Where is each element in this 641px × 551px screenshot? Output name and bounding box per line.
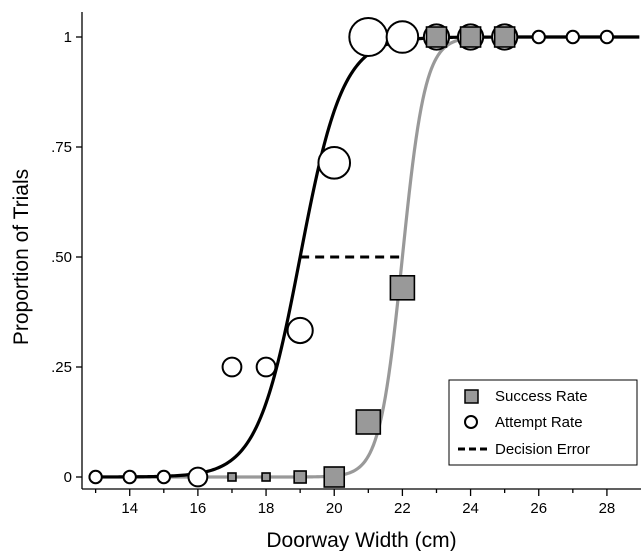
attempt-rate-point <box>122 469 137 485</box>
data-points <box>88 17 615 488</box>
success-rate-point <box>425 26 448 48</box>
attempt-rate-point <box>156 469 172 485</box>
y-axis-label: Proportion of Trials <box>10 169 33 345</box>
fit-curves <box>88 35 640 479</box>
attempt-rate-point <box>317 146 352 180</box>
x-tick-label: 16 <box>190 500 207 517</box>
success-rate-point <box>459 26 482 48</box>
attempt-rate-point <box>286 316 314 345</box>
success-rate-point <box>293 470 307 484</box>
attempt-rate-point <box>531 29 546 45</box>
attempt-rate-point <box>565 29 581 45</box>
y-tick-label: 0 <box>64 469 72 486</box>
success-rate-point <box>355 409 382 435</box>
y-tick-label: .75 <box>51 139 72 156</box>
attempt-rate-point <box>221 356 243 378</box>
success-rate-point <box>323 466 346 488</box>
x-tick-label: 20 <box>326 500 343 517</box>
x-tick-label: 14 <box>121 500 138 517</box>
legend: Success Rate Attempt Rate Decision Error <box>448 379 638 466</box>
attempt-rate-point <box>385 20 420 54</box>
x-axis-label: Doorway Width (cm) <box>266 529 456 551</box>
legend-square-icon <box>464 389 479 404</box>
legend-label: Decision Error <box>495 441 590 458</box>
attempt-rate-point <box>187 466 209 488</box>
axes: 0 .25 .50 .75 1 14 16 18 20 22 24 26 28 <box>51 12 641 517</box>
y-tick-label: 1 <box>64 29 72 46</box>
legend-label: Success Rate <box>495 388 588 405</box>
legend-box <box>448 379 638 466</box>
attempt-rate-point <box>599 29 615 45</box>
legend-label: Attempt Rate <box>495 414 583 431</box>
attempt-rate-point <box>348 17 389 57</box>
x-tick-label: 22 <box>394 500 411 517</box>
x-tick-label: 28 <box>599 500 616 517</box>
y-tick-label: .50 <box>51 249 72 266</box>
x-tick-label: 24 <box>462 500 479 517</box>
attempt-rate-point <box>255 356 277 378</box>
fit-curve-attempt <box>88 35 640 479</box>
x-tick-label: 26 <box>530 500 547 517</box>
attempt-rate-point <box>88 469 103 485</box>
success-rate-point <box>389 274 416 301</box>
success-rate-point <box>261 472 271 482</box>
success-rate-point <box>227 472 237 482</box>
legend-circle-icon <box>464 415 478 429</box>
success-rate-point <box>493 26 516 48</box>
x-tick-label: 18 <box>258 500 275 517</box>
y-tick-label: .25 <box>51 359 72 376</box>
